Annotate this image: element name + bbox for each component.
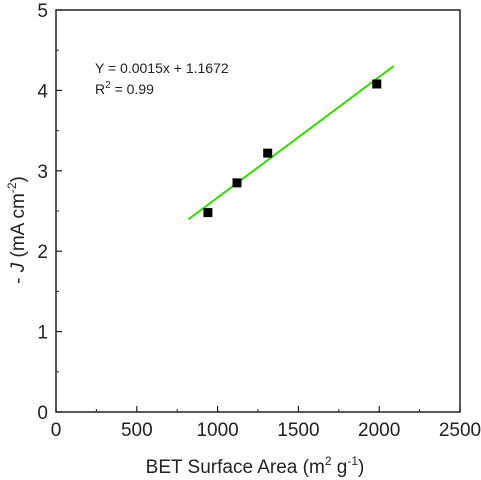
y-tick-label: 4 [37, 81, 48, 102]
r-squared: R2 = 0.99 [95, 80, 154, 97]
x-title-main: BET Surface Area (m [146, 457, 325, 478]
x-tick-label: 2000 [358, 420, 400, 441]
r2-prefix: R [95, 81, 105, 97]
y-title-main: (mA cm [8, 193, 29, 263]
x-tick-label: 1500 [277, 420, 319, 441]
fit-equation: Y = 0.0015x + 1.1672 [95, 60, 229, 76]
x-title-sup2: -1 [347, 454, 358, 468]
data-point [232, 178, 242, 188]
fit-line [187, 65, 395, 221]
y-axis-title: - J (mA cm-2) [5, 176, 29, 284]
data-point [263, 148, 273, 158]
data-points [203, 79, 382, 218]
x-tick-label: 0 [51, 420, 62, 441]
x-title-sup1: 2 [325, 454, 332, 468]
y-title-prefix: - [8, 272, 29, 284]
y-tick-label: 0 [37, 403, 48, 424]
x-tick-label: 500 [121, 420, 153, 441]
x-title-end: ) [358, 457, 364, 478]
x-axis-title: BET Surface Area (m2 g-1) [146, 454, 365, 478]
y-axis-ticks: 0 1 2 3 4 5 [37, 1, 62, 424]
x-tick-label: 2500 [439, 420, 481, 441]
y-title-end: ) [8, 176, 29, 182]
x-axis-ticks: 0 500 1000 1500 2000 2500 [51, 406, 481, 441]
y-title-sup: -2 [5, 182, 19, 193]
x-tick-label: 1000 [196, 420, 238, 441]
r2-superscript: 2 [105, 80, 111, 91]
y-tick-label: 1 [37, 323, 48, 344]
data-point [372, 79, 382, 89]
r2-value: = 0.99 [111, 81, 154, 97]
y-tick-label: 2 [37, 242, 48, 263]
y-title-italic: J [8, 262, 29, 273]
x-title-mid: g [332, 457, 348, 478]
y-tick-label: 5 [37, 1, 48, 22]
data-point [203, 208, 213, 218]
y-tick-label: 3 [37, 162, 48, 183]
fit-line-group [187, 65, 395, 221]
